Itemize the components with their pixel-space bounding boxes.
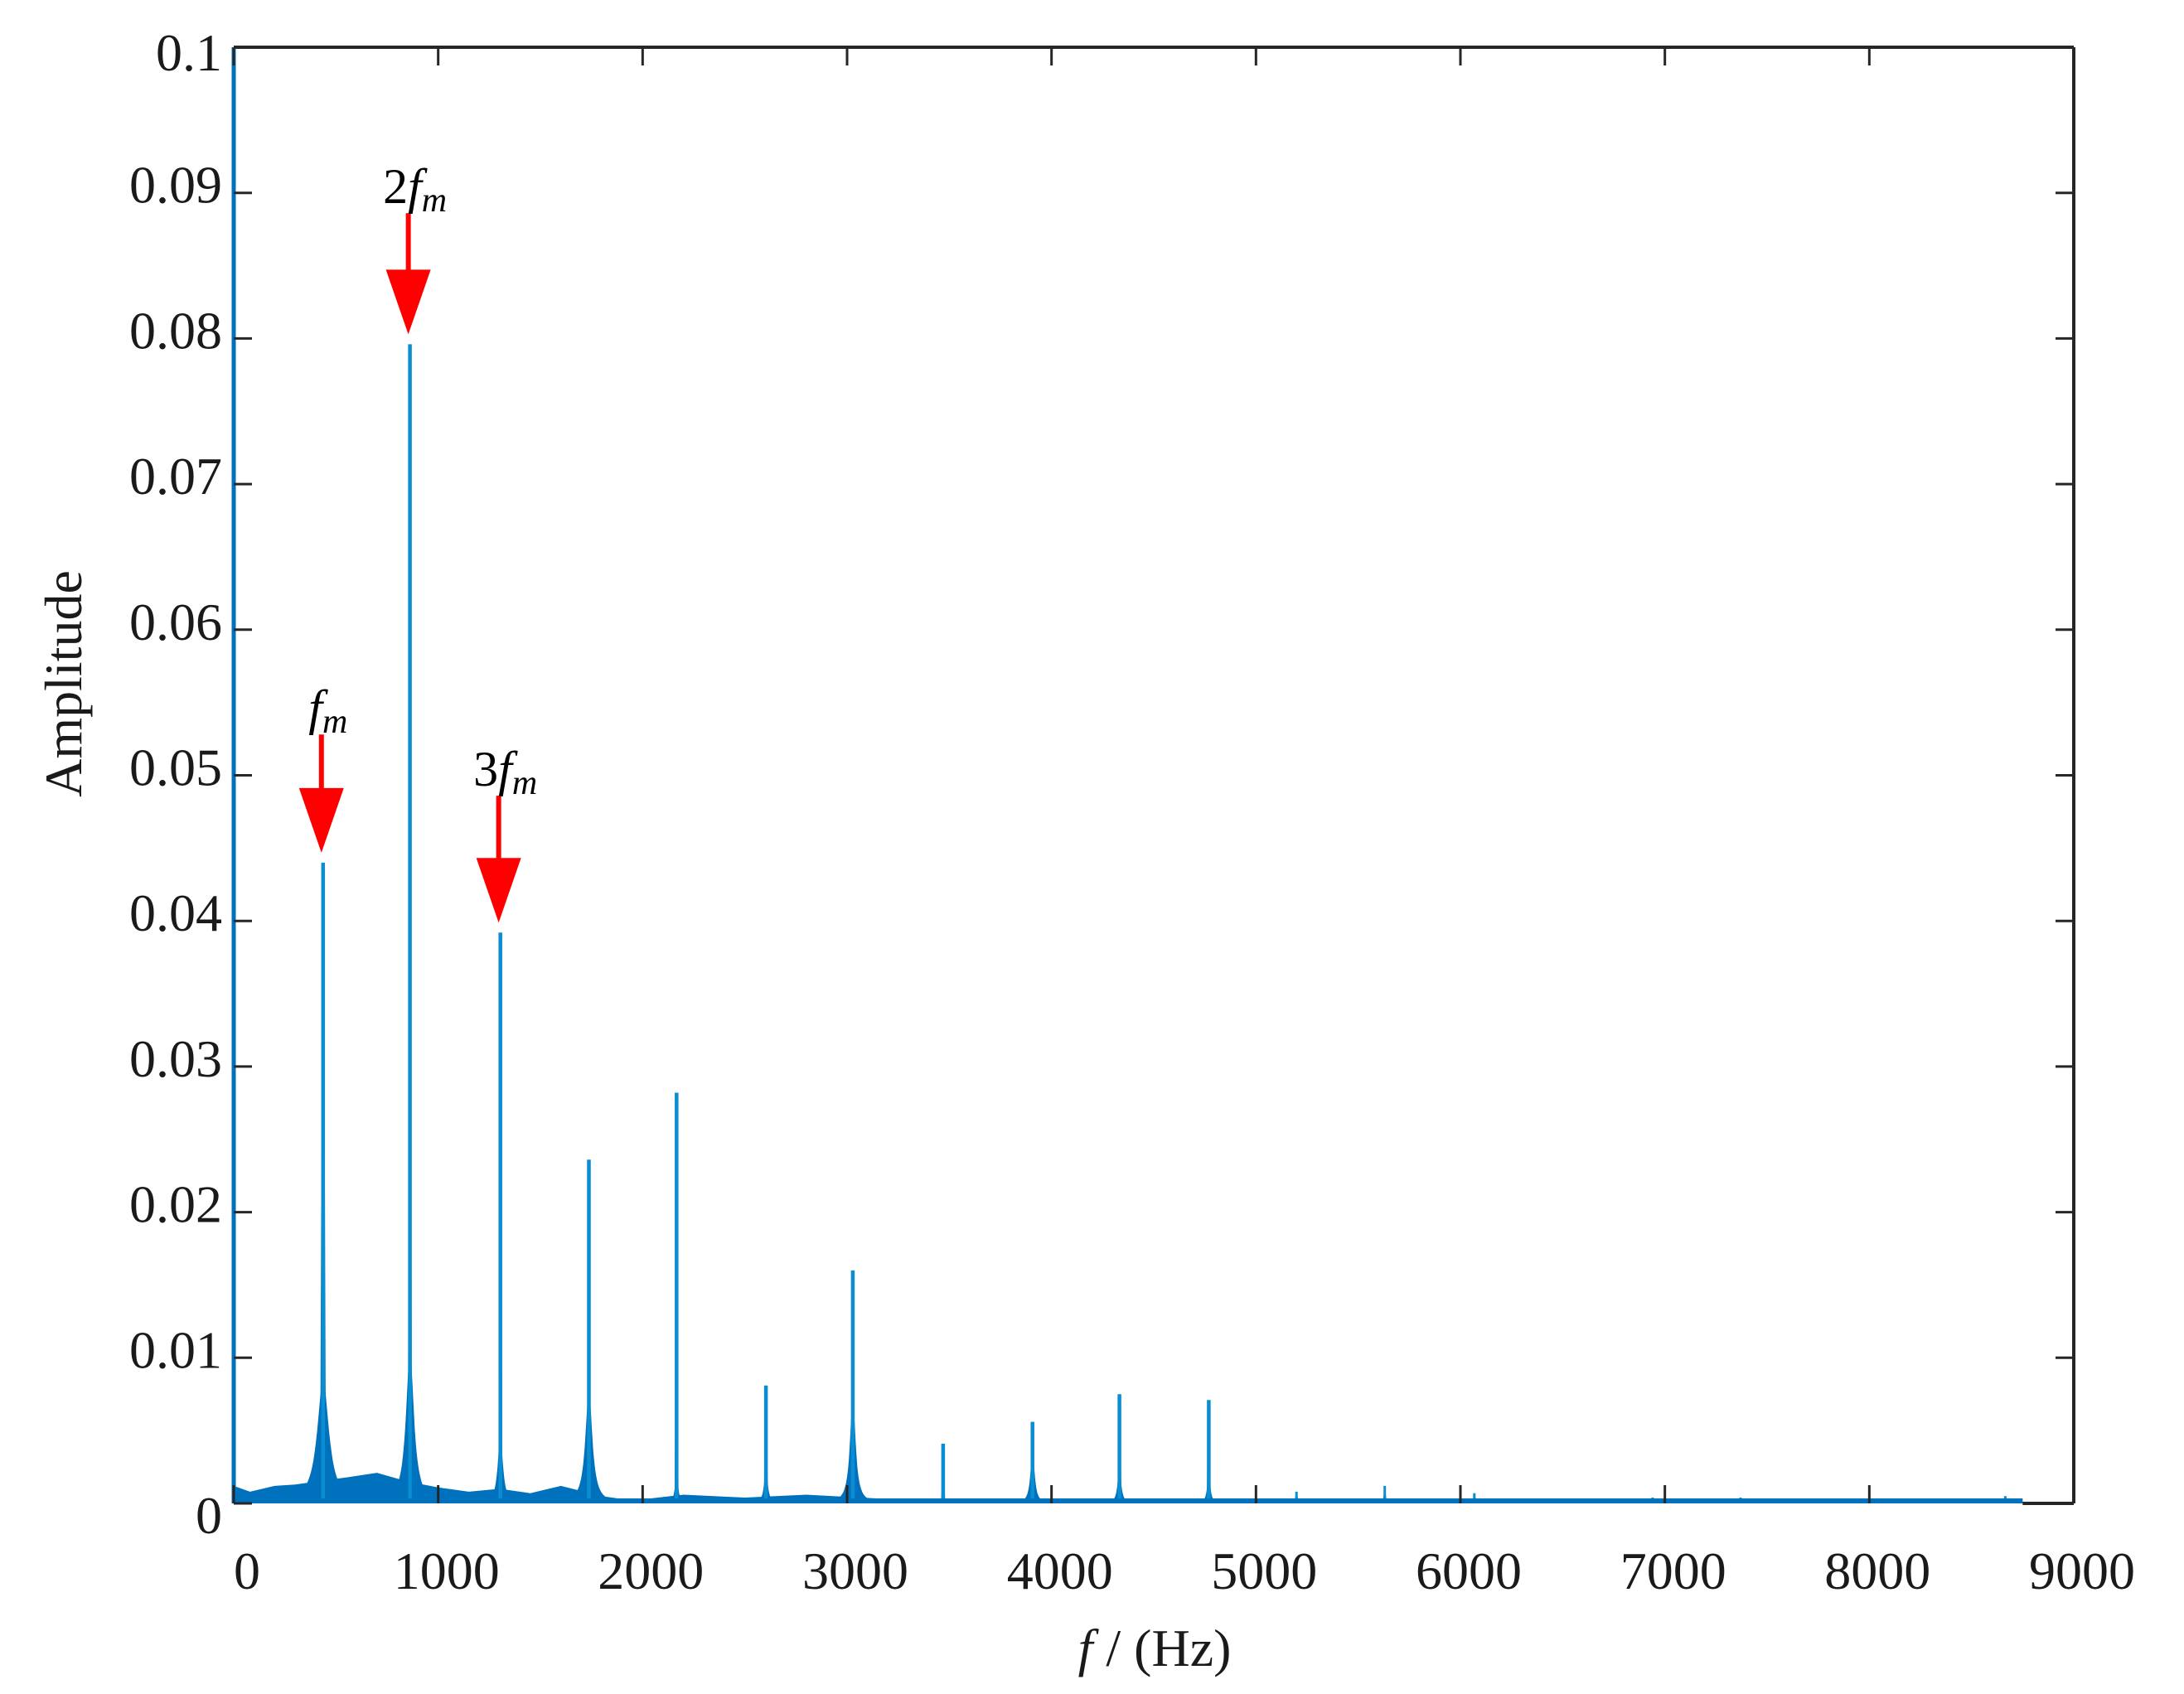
x-axis-label-unit: / (Hz) — [1092, 1619, 1231, 1677]
spectral-peak — [830, 1270, 875, 1503]
spectral-peak — [274, 862, 372, 1503]
noise-floor — [234, 1473, 2023, 1503]
y-tick-label: 0.05 — [129, 738, 222, 797]
y-tick-label: 0.08 — [129, 301, 222, 360]
x-axis-label: f / (Hz) — [1078, 1619, 1232, 1677]
x-tick-label: 3000 — [802, 1542, 908, 1600]
spectral-peak — [751, 1385, 781, 1503]
x-tick-label: 2000 — [598, 1542, 704, 1600]
spectral-peak — [1016, 1421, 1049, 1503]
harmonic-label: 2fm — [383, 159, 447, 220]
arrow-down-icon — [385, 269, 431, 335]
arrow-down-icon — [298, 787, 344, 853]
spectrum-series — [234, 344, 2023, 1503]
spectral-peak — [377, 344, 443, 1503]
harmonic-annotation: 2fm — [383, 159, 447, 335]
y-tick-label: 0 — [196, 1486, 222, 1545]
spectral-peak — [480, 932, 521, 1503]
axis-ticks: 0 1000 2000 3000 4000 5000 6000 7000 8000 9000 0 0.… — [129, 23, 2135, 1600]
x-tick-label: 5000 — [1211, 1542, 1317, 1600]
arrow-down-icon — [476, 858, 521, 923]
y-tick-label: 0.02 — [129, 1175, 222, 1234]
x-tick-label: 9000 — [2029, 1542, 2135, 1600]
y-tick-label: 0.09 — [129, 156, 222, 215]
y-tick-label: 0.03 — [129, 1029, 222, 1088]
x-tick-label: 0 — [234, 1542, 260, 1600]
spectral-peak — [1196, 1400, 1222, 1503]
spectral-peak — [559, 1159, 617, 1503]
x-tick-label: 6000 — [1416, 1542, 1522, 1600]
x-tick-label: 4000 — [1007, 1542, 1113, 1600]
x-tick-label: 8000 — [1824, 1542, 1930, 1600]
y-axis-label: Amplitude — [34, 570, 93, 797]
y-tick-label: 0.04 — [129, 883, 222, 942]
y-tick-label: 0.01 — [129, 1320, 222, 1379]
y-tick-label: 0.1 — [156, 23, 222, 82]
y-tick-label: 0.07 — [129, 447, 222, 506]
y-tick-label: 0.06 — [129, 593, 222, 651]
spectral-peak — [1105, 1394, 1134, 1503]
spectral-peak — [664, 1092, 690, 1503]
x-tick-label: 7000 — [1620, 1542, 1726, 1600]
x-tick-label: 1000 — [394, 1542, 500, 1600]
